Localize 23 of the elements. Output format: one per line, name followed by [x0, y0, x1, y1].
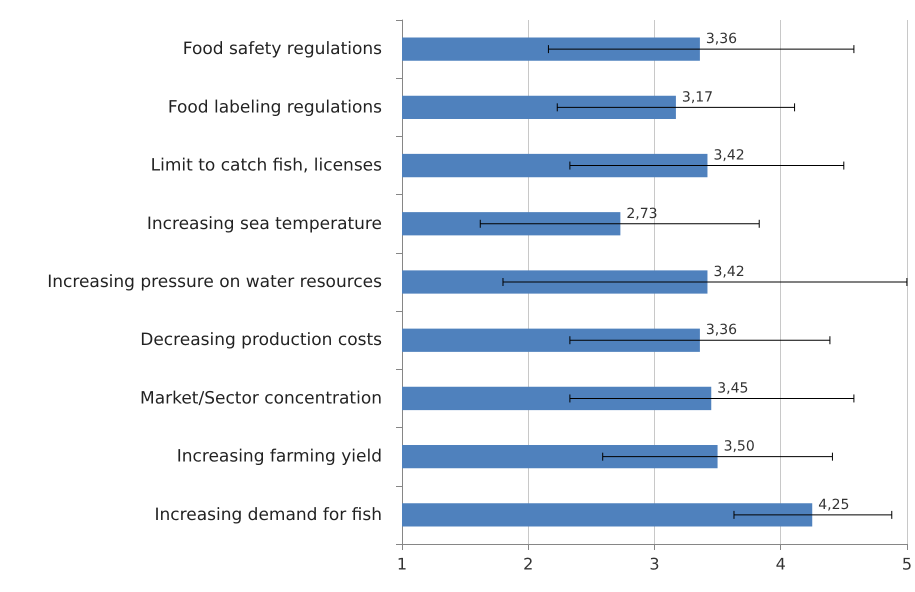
y-tick-label: Food labeling regulations — [168, 97, 382, 118]
data-label: 3,45 — [717, 380, 748, 396]
y-tick-label: Market/Sector concentration — [140, 388, 382, 408]
y-tick-label: Limit to catch fish, licenses — [150, 156, 382, 176]
data-label: 4,25 — [818, 496, 850, 513]
y-tick-label: Food safety regulations — [182, 39, 382, 60]
data-label: 3,50 — [724, 438, 755, 455]
x-tick-label: 3 — [649, 554, 660, 574]
data-label: 2,73 — [626, 206, 658, 222]
data-label: 3,42 — [713, 264, 745, 280]
y-tick-label: Increasing pressure on water resources — [47, 272, 382, 292]
data-label: 3,36 — [706, 31, 738, 48]
y-tick-label: Decreasing production costs — [140, 330, 382, 350]
data-label: 3,17 — [682, 89, 714, 106]
data-label: 3,36 — [706, 322, 738, 338]
x-tick-label: 1 — [396, 554, 408, 574]
y-tick-label: Increasing farming yield — [176, 446, 382, 467]
x-tick-label: 5 — [902, 554, 912, 574]
x-tick-label: 4 — [776, 554, 786, 574]
y-tick-label: Increasing sea temperature — [146, 214, 382, 234]
x-tick-label: 2 — [523, 554, 534, 574]
data-label: 3,42 — [713, 148, 745, 164]
y-tick-label: Increasing demand for fish — [154, 504, 382, 525]
